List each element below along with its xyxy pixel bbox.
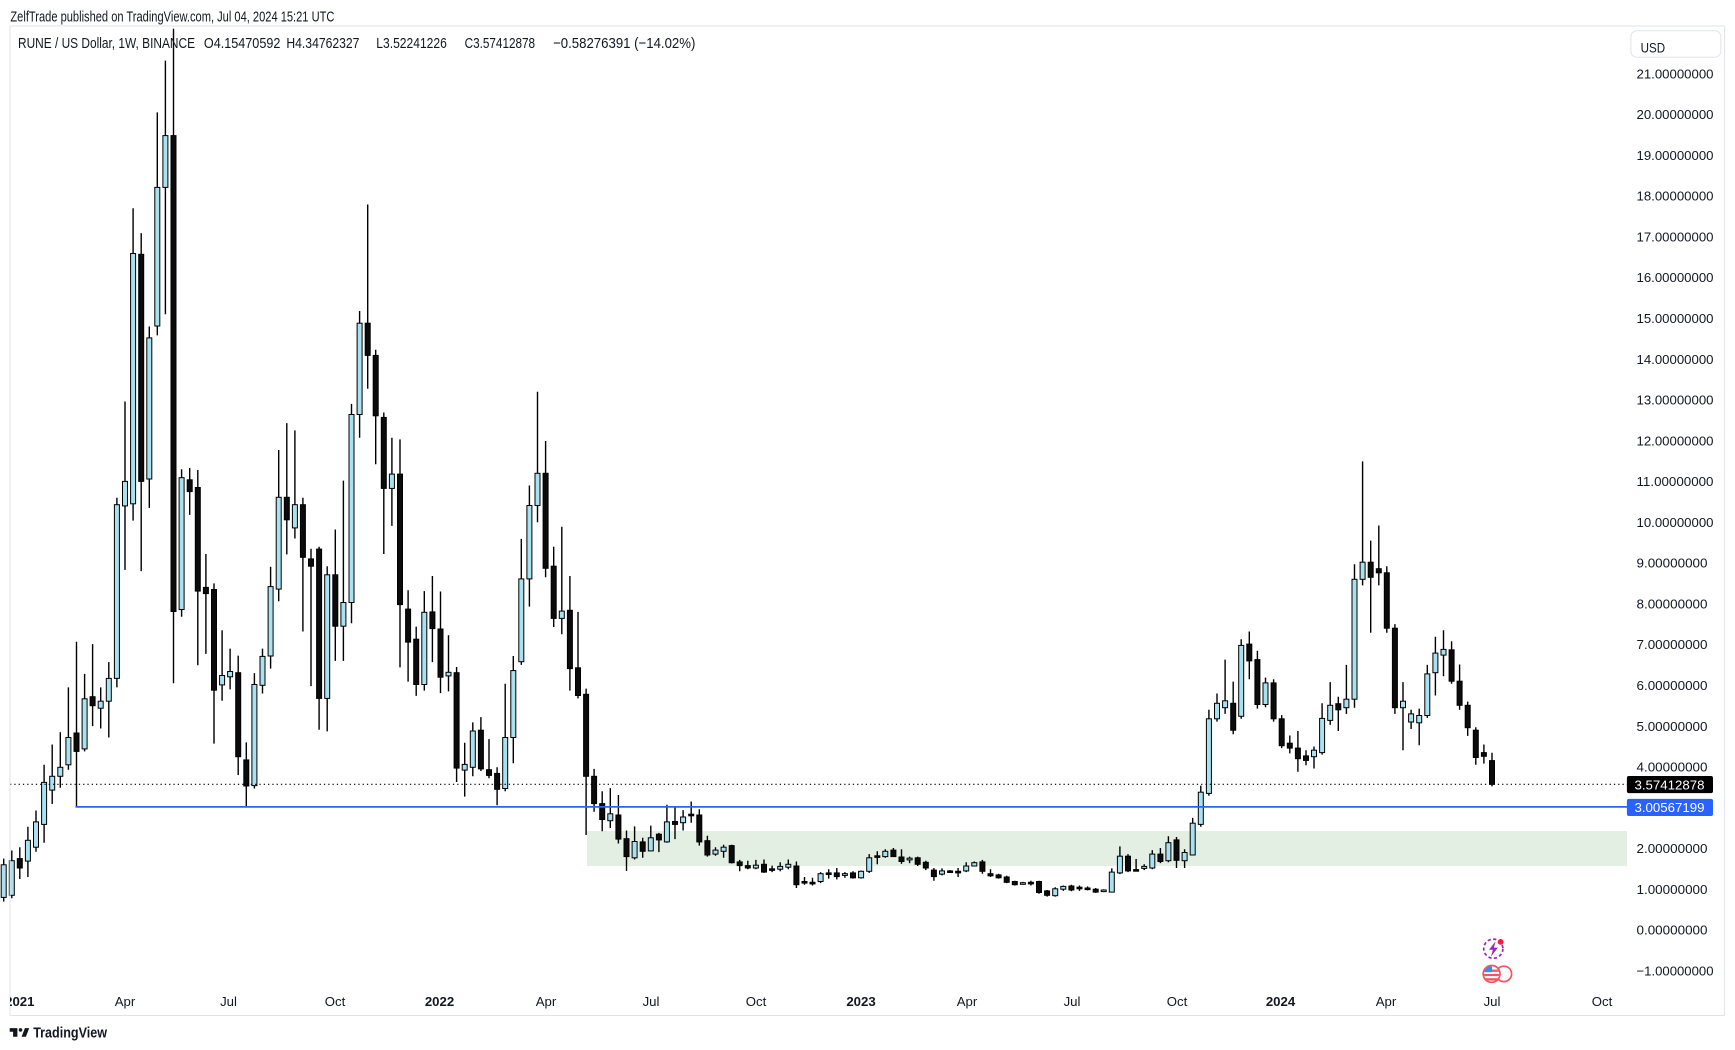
svg-text:2.00000000: 2.00000000 bbox=[1637, 841, 1708, 856]
svg-text:RUNE / US Dollar, 1W, BINANCE: RUNE / US Dollar, 1W, BINANCE bbox=[18, 35, 195, 52]
svg-text:7.00000000: 7.00000000 bbox=[1637, 637, 1708, 652]
svg-text:11.00000000: 11.00000000 bbox=[1637, 474, 1714, 489]
svg-text:16.00000000: 16.00000000 bbox=[1637, 270, 1714, 285]
svg-text:ZelfTrade published on Trading: ZelfTrade published on TradingView.com, … bbox=[10, 9, 334, 26]
svg-text:Apr: Apr bbox=[536, 994, 557, 1009]
svg-text:8.00000000: 8.00000000 bbox=[1637, 597, 1708, 612]
svg-text:Oct: Oct bbox=[1592, 994, 1613, 1009]
svg-text:21.00000000: 21.00000000 bbox=[1637, 66, 1714, 81]
svg-text:Oct: Oct bbox=[746, 994, 767, 1009]
svg-text:Oct: Oct bbox=[325, 994, 346, 1009]
svg-text:2024: 2024 bbox=[1266, 994, 1296, 1009]
svg-text:13.00000000: 13.00000000 bbox=[1637, 393, 1714, 408]
svg-text:20.00000000: 20.00000000 bbox=[1637, 107, 1714, 122]
svg-text:−1.00000000: −1.00000000 bbox=[1637, 964, 1714, 979]
svg-text:15.00000000: 15.00000000 bbox=[1637, 311, 1714, 326]
svg-text:−0.58276391 (−14.02%): −0.58276391 (−14.02%) bbox=[553, 35, 695, 52]
svg-text:O4.15470592: O4.15470592 bbox=[204, 35, 281, 52]
svg-text:18.00000000: 18.00000000 bbox=[1637, 189, 1714, 204]
svg-text:USD: USD bbox=[1641, 39, 1666, 55]
svg-text:1.00000000: 1.00000000 bbox=[1637, 882, 1708, 897]
svg-text:3.00567199: 3.00567199 bbox=[1635, 800, 1705, 815]
svg-text:TradingView: TradingView bbox=[33, 1025, 107, 1042]
svg-text:0.00000000: 0.00000000 bbox=[1637, 923, 1708, 938]
svg-text:L3.52241226: L3.52241226 bbox=[376, 35, 447, 52]
svg-text:Jul: Jul bbox=[1484, 994, 1501, 1009]
svg-text:9.00000000: 9.00000000 bbox=[1637, 556, 1708, 571]
svg-text:14.00000000: 14.00000000 bbox=[1637, 352, 1714, 367]
svg-text:Oct: Oct bbox=[1167, 994, 1188, 1009]
svg-text:5.00000000: 5.00000000 bbox=[1637, 719, 1708, 734]
svg-text:10.00000000: 10.00000000 bbox=[1637, 515, 1714, 530]
svg-text:Apr: Apr bbox=[1376, 994, 1397, 1009]
svg-text:C3.57412878: C3.57412878 bbox=[465, 35, 535, 52]
svg-text:3.57412878: 3.57412878 bbox=[1635, 777, 1705, 792]
svg-text:Apr: Apr bbox=[115, 994, 136, 1009]
svg-text:Jul: Jul bbox=[220, 994, 237, 1009]
svg-text:2021: 2021 bbox=[5, 994, 34, 1009]
svg-text:Jul: Jul bbox=[1064, 994, 1081, 1009]
svg-text:H4.34762327: H4.34762327 bbox=[286, 35, 359, 52]
svg-text:2022: 2022 bbox=[425, 994, 454, 1009]
svg-text:Apr: Apr bbox=[957, 994, 978, 1009]
svg-text:12.00000000: 12.00000000 bbox=[1637, 433, 1714, 448]
svg-text:4.00000000: 4.00000000 bbox=[1637, 760, 1708, 775]
svg-text:Jul: Jul bbox=[643, 994, 660, 1009]
svg-text:17.00000000: 17.00000000 bbox=[1637, 229, 1714, 244]
svg-text:2023: 2023 bbox=[846, 994, 875, 1009]
svg-text:6.00000000: 6.00000000 bbox=[1637, 678, 1708, 693]
svg-text:19.00000000: 19.00000000 bbox=[1637, 148, 1714, 163]
